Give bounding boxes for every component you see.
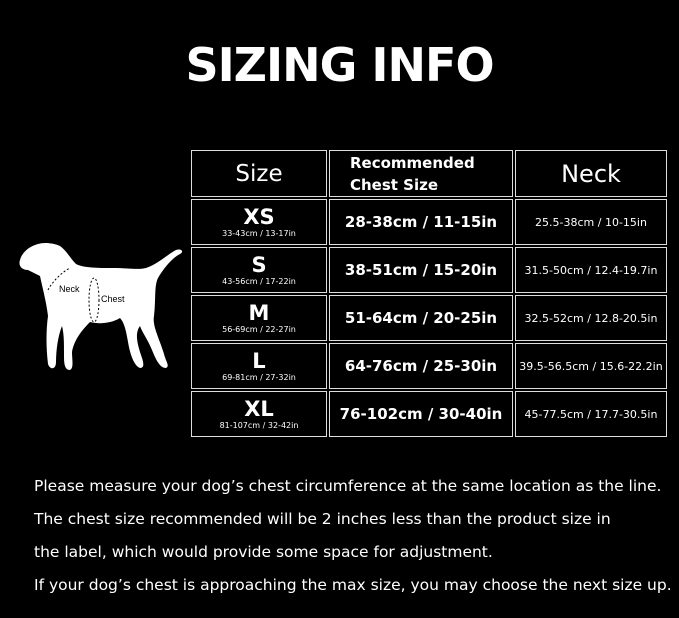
size-cell: M 56-69cm / 22-27in <box>191 295 327 341</box>
header-chest: Recommended Chest Size <box>329 150 513 197</box>
header-neck: Neck <box>515 150 667 197</box>
neck-cell: 45-77.5cm / 17.7-30.5in <box>515 391 667 437</box>
size-label: XL <box>244 397 274 421</box>
dog-silhouette <box>19 242 183 370</box>
note-line: Please measure your dog’s chest circumfe… <box>34 477 662 495</box>
size-label: L <box>252 349 266 373</box>
measurement-notes: Please measure your dog’s chest circumfe… <box>34 470 672 602</box>
header-chest-line2: Chest Size <box>350 175 439 194</box>
header-chest-line1: Recommended <box>350 153 475 172</box>
note-line: the label, which would provide some spac… <box>34 543 493 561</box>
size-label: XS <box>243 205 275 229</box>
neck-label: Neck <box>59 284 80 294</box>
size-label: M <box>248 301 270 325</box>
chest-cell: 28-38cm / 11-15in <box>329 199 513 245</box>
page-title: SIZING INFO <box>185 38 494 92</box>
note-line: If your dog’s chest is approaching the m… <box>34 576 672 594</box>
chest-cell: 76-102cm / 30-40in <box>329 391 513 437</box>
table-row: S 43-56cm / 17-22in 38-51cm / 15-20in 31.… <box>191 247 667 293</box>
table-row: XL 81-107cm / 32-42in 76-102cm / 30-40in … <box>191 391 667 437</box>
product-size: 81-107cm / 32-42in <box>219 421 299 430</box>
header-size: Size <box>191 150 327 197</box>
size-cell: S 43-56cm / 17-22in <box>191 247 327 293</box>
chest-cell: 38-51cm / 15-20in <box>329 247 513 293</box>
product-size: 43-56cm / 17-22in <box>222 277 296 286</box>
size-cell: XL 81-107cm / 32-42in <box>191 391 327 437</box>
table-row: XS 33-43cm / 13-17in 28-38cm / 11-15in 25… <box>191 199 667 245</box>
table-row: L 69-81cm / 27-32in 64-76cm / 25-30in 39.… <box>191 343 667 389</box>
chest-cell: 51-64cm / 20-25in <box>329 295 513 341</box>
size-cell: L 69-81cm / 27-32in <box>191 343 327 389</box>
chest-cell: 64-76cm / 25-30in <box>329 343 513 389</box>
chest-line <box>88 277 100 323</box>
neck-cell: 32.5-52cm / 12.8-20.5in <box>515 295 667 341</box>
chest-label: Chest <box>101 294 125 304</box>
size-cell: XS 33-43cm / 13-17in <box>191 199 327 245</box>
product-size: 33-43cm / 13-17in <box>222 229 296 238</box>
neck-line <box>47 267 71 291</box>
product-size: 56-69cm / 22-27in <box>222 325 296 334</box>
dog-illustration: Neck Chest <box>19 242 183 370</box>
size-label: S <box>251 253 267 277</box>
table-header: Size Recommended Chest Size Neck <box>191 150 667 197</box>
neck-cell: 39.5-56.5cm / 15.6-22.2in <box>515 343 667 389</box>
note-line: The chest size recommended will be 2 inc… <box>34 510 611 528</box>
sizing-table: Size Recommended Chest Size Neck XS 33-43c… <box>189 148 669 439</box>
product-size: 69-81cm / 27-32in <box>222 373 296 382</box>
neck-cell: 25.5-38cm / 10-15in <box>515 199 667 245</box>
neck-cell: 31.5-50cm / 12.4-19.7in <box>515 247 667 293</box>
table-row: M 56-69cm / 22-27in 51-64cm / 20-25in 32.… <box>191 295 667 341</box>
